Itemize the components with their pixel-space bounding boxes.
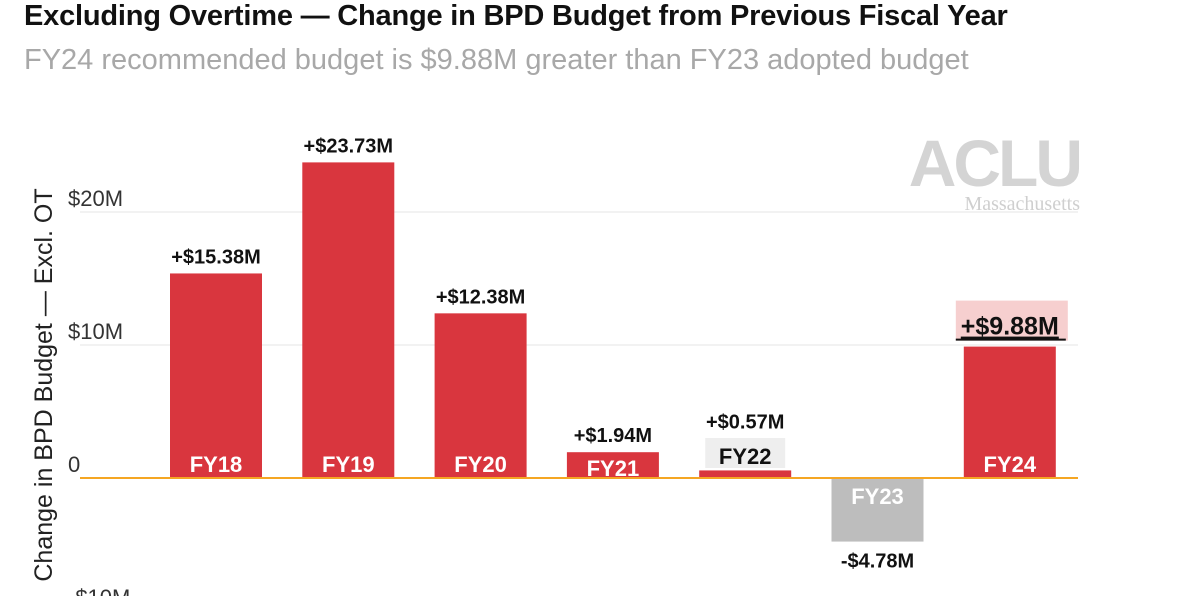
value-label: +$0.57M xyxy=(706,411,784,433)
bar-fy24 xyxy=(963,346,1056,478)
bar-group-fy20: FY20 +$12.38M xyxy=(434,286,527,478)
bar-fy18 xyxy=(170,273,262,478)
value-label: +$12.38M xyxy=(436,286,526,308)
bar-group-fy19: FY19 +$23.73M xyxy=(302,135,395,479)
chart-title: Excluding Overtime — Change in BPD Budge… xyxy=(24,0,1008,32)
y-tick-label: 0 xyxy=(68,452,80,477)
y-tick-label: $10M xyxy=(68,319,123,344)
category-label: FY19 xyxy=(322,452,375,477)
bar-group-fy22: FY22 +$0.57M xyxy=(699,411,792,478)
category-label: FY22 xyxy=(719,444,772,469)
value-label: -$4.78M xyxy=(841,551,914,573)
chart-subtitle: FY24 recommended budget is $9.88M greate… xyxy=(24,44,969,76)
value-label: +$15.38M xyxy=(171,246,261,268)
y-tick-label: $20M xyxy=(68,186,123,211)
category-label: FY23 xyxy=(851,484,904,509)
aclu-logo-tagline: Massachusetts xyxy=(964,193,1080,215)
bar-fy19 xyxy=(302,162,395,479)
bar-group-fy23: FY23 -$4.78M xyxy=(831,478,924,573)
bar-group-fy24: FY24 +$9.88M xyxy=(955,300,1068,478)
aclu-logo-wordmark: ACLU xyxy=(909,126,1080,200)
value-label: +$1.94M xyxy=(574,425,652,447)
y-axis-ticks: $20M $10M 0 -$10M xyxy=(68,186,130,596)
bar-group-fy18: FY18 +$15.38M xyxy=(170,246,262,478)
value-label: +$23.73M xyxy=(304,135,394,157)
value-label: +$9.88M xyxy=(961,313,1059,341)
bar-fy22 xyxy=(699,470,792,478)
category-label: FY21 xyxy=(587,456,640,481)
bar-group-fy21: FY21 +$1.94M xyxy=(566,425,659,481)
bar-fy21 xyxy=(566,452,659,478)
category-label: FY24 xyxy=(984,452,1037,477)
category-label-background xyxy=(705,438,786,468)
bar-fy20 xyxy=(434,313,527,478)
aclu-logo: ACLU Massachusetts xyxy=(909,126,1083,215)
y-axis-label: Change in BPD Budget — Excl. OT xyxy=(30,188,58,581)
bars: FY18 +$15.38M FY19 +$23.73M FY20 +$12.38M FY21… xyxy=(170,135,1068,573)
y-tick-label: -$10M xyxy=(68,585,130,596)
category-label: FY18 xyxy=(190,452,243,477)
bar-fy23 xyxy=(831,478,924,542)
category-label: FY20 xyxy=(454,452,507,477)
highlight-background xyxy=(955,300,1068,341)
